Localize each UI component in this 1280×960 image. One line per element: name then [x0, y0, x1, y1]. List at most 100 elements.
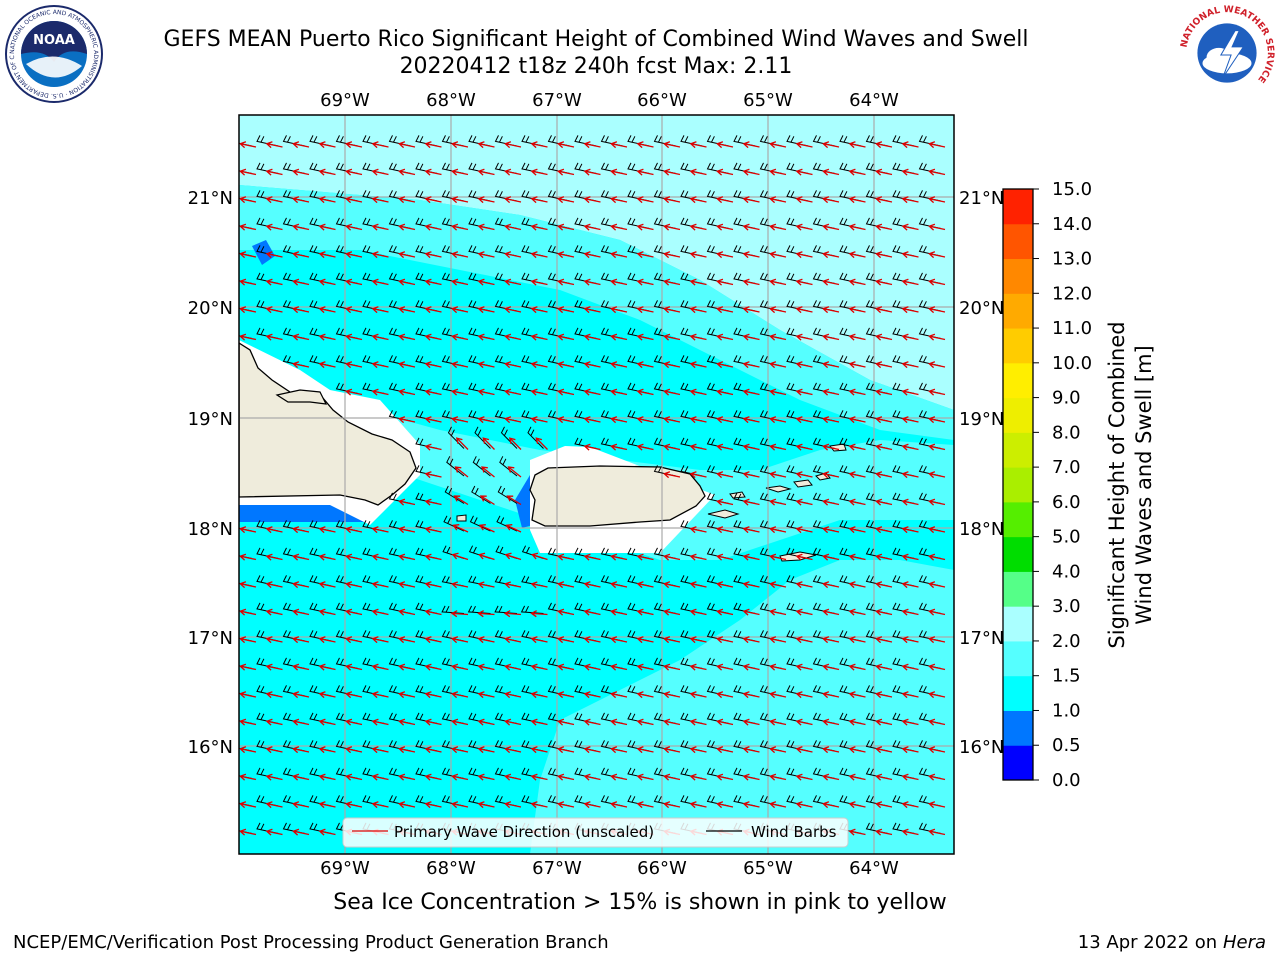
primary-wave-arrow [292, 828, 310, 836]
primary-wave-arrow [822, 636, 840, 644]
primary-wave-arrow [901, 773, 919, 781]
primary-wave-arrow [239, 526, 257, 534]
primary-wave-arrow [689, 801, 707, 809]
primary-wave-arrow [742, 141, 760, 149]
primary-wave-arrow [424, 168, 442, 176]
primary-wave-arrow [822, 691, 840, 699]
primary-wave-arrow [663, 471, 681, 479]
lon-label: 65°W [743, 90, 793, 111]
primary-wave-arrow [610, 223, 628, 231]
primary-wave-arrow [636, 361, 654, 369]
vector-field [239, 135, 946, 836]
primary-wave-arrow [848, 471, 866, 479]
primary-wave-arrow [875, 663, 893, 671]
primary-wave-arrow [716, 388, 734, 396]
primary-wave-arrow [901, 746, 919, 754]
primary-wave-arrow [318, 663, 336, 671]
primary-wave-arrow [583, 663, 601, 671]
primary-wave-arrow [928, 251, 946, 259]
primary-wave-arrow [822, 251, 840, 259]
primary-wave-arrow [345, 663, 363, 671]
primary-wave-arrow [292, 746, 310, 754]
primary-wave-arrow [610, 306, 628, 314]
primary-wave-arrow [292, 223, 310, 231]
primary-wave-arrow [875, 581, 893, 589]
colorbar-segment [1003, 745, 1033, 781]
primary-wave-arrow [795, 168, 813, 176]
colorbar-tick-label: 4.0 [1052, 561, 1081, 582]
primary-wave-arrow [822, 526, 840, 534]
primary-wave-arrow [398, 196, 416, 204]
lat-label: 18°N [188, 519, 233, 540]
primary-wave-arrow [398, 581, 416, 589]
colorbar-tick-label: 6.0 [1052, 492, 1081, 513]
primary-wave-arrow [239, 278, 257, 286]
primary-wave-arrow [345, 773, 363, 781]
primary-wave-arrow [318, 773, 336, 781]
lon-label: 68°W [426, 858, 476, 879]
primary-wave-arrow [848, 278, 866, 286]
primary-wave-arrow [795, 306, 813, 314]
primary-wave-arrow [504, 168, 522, 176]
primary-wave-arrow [610, 141, 628, 149]
primary-wave-arrow [265, 553, 283, 561]
primary-wave-arrow [716, 636, 734, 644]
primary-wave-arrow [583, 416, 601, 424]
primary-wave-arrow [610, 196, 628, 204]
primary-wave-arrow [928, 718, 946, 726]
primary-wave-arrow [901, 361, 919, 369]
primary-wave-arrow [742, 746, 760, 754]
primary-wave-arrow [371, 746, 389, 754]
primary-wave-arrow [663, 581, 681, 589]
primary-wave-arrow [928, 828, 946, 836]
primary-wave-arrow [663, 361, 681, 369]
primary-wave-arrow [875, 773, 893, 781]
colorbar-segment [1003, 467, 1033, 503]
primary-wave-arrow [875, 443, 893, 451]
primary-wave-arrow [822, 223, 840, 231]
primary-wave-arrow [504, 636, 522, 644]
primary-wave-arrow [742, 416, 760, 424]
primary-wave-arrow [822, 581, 840, 589]
primary-wave-arrow [504, 746, 522, 754]
colorbar-tick-label: 10.0 [1052, 353, 1092, 374]
primary-wave-arrow [265, 251, 283, 259]
primary-wave-arrow [318, 251, 336, 259]
lon-label: 66°W [637, 858, 687, 879]
primary-wave-arrow [292, 251, 310, 259]
primary-wave-arrow [848, 691, 866, 699]
colorbar-segment [1003, 258, 1033, 294]
primary-wave-arrow [504, 552, 522, 561]
primary-wave-arrow [663, 333, 681, 341]
primary-wave-arrow [451, 636, 469, 644]
primary-wave-arrow [716, 251, 734, 259]
primary-wave-arrow [848, 553, 866, 561]
primary-wave-arrow [689, 553, 707, 561]
primary-wave-arrow [239, 746, 257, 754]
primary-wave-arrow [504, 223, 522, 231]
primary-wave-arrow [478, 524, 495, 533]
primary-wave-arrow [663, 251, 681, 259]
noaa-logo-text: NOAA [33, 33, 75, 48]
primary-wave-arrow [716, 471, 734, 479]
wind-barb [469, 515, 491, 532]
primary-wave-arrow [795, 251, 813, 259]
lat-label: 21°N [959, 188, 1004, 209]
primary-wave-arrow [636, 223, 654, 231]
primary-wave-arrow [477, 801, 495, 809]
colorbar-segment [1003, 189, 1033, 225]
lat-label: 20°N [188, 298, 233, 319]
primary-wave-arrow [928, 141, 946, 149]
primary-wave-arrow [371, 333, 389, 341]
primary-wave-arrow [610, 801, 628, 809]
footer-credit: NCEP/EMC/Verification Post Processing Pr… [13, 932, 609, 953]
primary-wave-arrow [557, 251, 575, 259]
primary-wave-arrow [636, 663, 654, 671]
primary-wave-arrow [901, 801, 919, 809]
primary-wave-arrow [689, 608, 707, 616]
primary-wave-arrow [928, 773, 946, 781]
lon-label: 67°W [532, 90, 582, 111]
primary-wave-arrow [504, 581, 522, 589]
primary-wave-arrow [716, 526, 734, 534]
primary-wave-arrow [505, 524, 522, 533]
